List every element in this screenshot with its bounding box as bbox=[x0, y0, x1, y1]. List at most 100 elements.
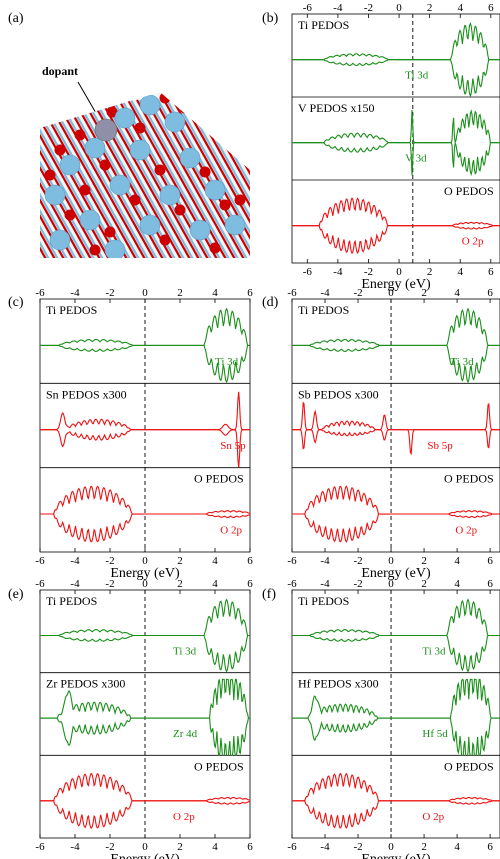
pedos-curve-spin-down bbox=[292, 513, 500, 543]
tick-label-bottom: -2 bbox=[364, 266, 373, 278]
tick-label-top: -6 bbox=[303, 2, 313, 14]
subplot-title: O PEDOS bbox=[444, 472, 494, 486]
titanium-atom bbox=[49, 229, 71, 251]
bond bbox=[181, 99, 250, 258]
tick-label-bottom: -2 bbox=[105, 841, 114, 853]
bond bbox=[40, 99, 62, 258]
oxygen-atom bbox=[179, 102, 191, 114]
orbital-label: Hf 5d bbox=[422, 728, 448, 740]
tick-label-top: 6 bbox=[247, 287, 253, 299]
oxygen-atom bbox=[219, 199, 231, 211]
tick-label-bottom: 0 bbox=[142, 841, 148, 853]
oxygen-atom bbox=[209, 242, 221, 254]
oxygen-atom bbox=[159, 92, 171, 104]
tick-label-bottom: 2 bbox=[421, 555, 427, 567]
tick-label-top: -6 bbox=[35, 578, 45, 590]
titanium-atom bbox=[164, 111, 186, 133]
orbital-label: Sb 5p bbox=[427, 440, 453, 452]
tick-label-bottom: 4 bbox=[212, 555, 218, 567]
bond bbox=[40, 99, 116, 258]
tick-label-top: -6 bbox=[287, 578, 297, 590]
bond bbox=[238, 99, 250, 258]
panel-a-label: (a) bbox=[8, 11, 24, 26]
bond bbox=[184, 99, 250, 258]
panel-label: (c) bbox=[8, 295, 24, 310]
bond bbox=[0, 100, 10, 270]
pedos-subplot bbox=[292, 678, 500, 756]
pedos-subplot bbox=[292, 307, 500, 384]
tick-label-top: 4 bbox=[457, 2, 463, 14]
pedos-subplot bbox=[292, 109, 500, 177]
titanium-atom bbox=[129, 139, 151, 161]
titanium-atom bbox=[179, 147, 201, 169]
bond bbox=[0, 100, 16, 270]
bond bbox=[40, 99, 98, 258]
pedos-curve-spin-up bbox=[292, 772, 500, 802]
bond bbox=[55, 99, 152, 258]
subplot-title: Sn PEDOS x300 bbox=[46, 387, 127, 401]
pedos-curve-spin-up bbox=[292, 401, 500, 431]
tick-label-top: -2 bbox=[105, 287, 114, 299]
pedos-subplot bbox=[292, 197, 500, 255]
tick-label-bottom: -6 bbox=[35, 555, 45, 567]
orbital-label: Ti 3d bbox=[450, 356, 474, 368]
tick-label-top: 6 bbox=[247, 578, 253, 590]
oxygen-atom bbox=[99, 159, 111, 171]
bond bbox=[58, 99, 155, 258]
bond bbox=[235, 99, 250, 258]
panel-frame bbox=[291, 589, 500, 839]
tick-label-bottom: 4 bbox=[454, 555, 460, 567]
panel-label: (f) bbox=[262, 587, 276, 602]
tick-label-bottom: 2 bbox=[177, 555, 183, 567]
tick-label-top: -4 bbox=[70, 287, 80, 299]
pedos-subplot bbox=[292, 772, 500, 829]
tick-label-top: 2 bbox=[427, 2, 433, 14]
orbital-label: O 2p bbox=[422, 811, 444, 823]
tick-label-bottom: 2 bbox=[421, 841, 427, 853]
bond bbox=[40, 99, 92, 258]
titanium-atom bbox=[109, 174, 131, 196]
orbital-label: O 2p bbox=[220, 524, 242, 536]
subplot-title: Ti PEDOS bbox=[298, 18, 349, 32]
pedos-curve-spin-up bbox=[292, 197, 500, 227]
oxygen-atom bbox=[74, 129, 86, 141]
subplot-title: Ti PEDOS bbox=[46, 594, 97, 608]
pedos-curve-spin-down bbox=[40, 513, 250, 543]
tick-label-bottom: 4 bbox=[457, 266, 463, 278]
bond bbox=[0, 100, 7, 270]
tick-label-bottom: 2 bbox=[427, 266, 433, 278]
pedos-curve-spin-down bbox=[292, 634, 500, 673]
panel-frame bbox=[291, 13, 500, 264]
dopant-atom bbox=[94, 118, 118, 142]
tick-label-top: 0 bbox=[142, 287, 148, 299]
oxygen-atom bbox=[64, 209, 76, 221]
tick-label-top: -2 bbox=[353, 578, 362, 590]
pedos-curve-spin-down bbox=[40, 429, 250, 468]
orbital-label: O 2p bbox=[462, 236, 484, 248]
pedos-subplot bbox=[292, 598, 500, 673]
tick-label-top: -6 bbox=[287, 287, 297, 299]
oxygen-atom bbox=[154, 164, 166, 176]
pedos-curve-spin-down bbox=[292, 142, 500, 177]
titanium-atom bbox=[189, 219, 211, 241]
oxygen-atom bbox=[44, 169, 56, 181]
titanium-atom bbox=[204, 179, 226, 201]
pedos-subplot bbox=[292, 22, 500, 97]
tick-label-bottom: 0 bbox=[396, 266, 402, 278]
tick-label-top: -4 bbox=[70, 578, 80, 590]
bond bbox=[40, 99, 110, 258]
oxygen-atom bbox=[54, 144, 66, 156]
tick-label-top: -4 bbox=[320, 287, 330, 299]
tick-label-top: 2 bbox=[177, 287, 183, 299]
panel-label: (d) bbox=[262, 295, 279, 310]
tick-label-top: -2 bbox=[364, 2, 373, 14]
pedos-curve-spin-down bbox=[292, 59, 500, 97]
subplot-title: Ti PEDOS bbox=[46, 303, 97, 317]
orbital-label: Zr 4d bbox=[173, 728, 198, 740]
bond bbox=[247, 99, 250, 258]
tick-label-bottom: -4 bbox=[70, 841, 80, 853]
orbital-label: Sn 5p bbox=[220, 440, 246, 452]
pedos-curve-spin-down bbox=[40, 717, 250, 756]
